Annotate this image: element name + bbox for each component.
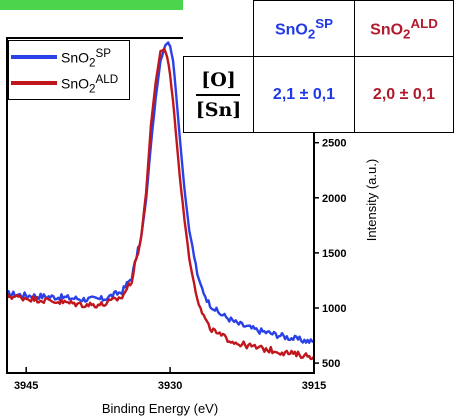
- legend-label-sp-sub: 2: [89, 56, 96, 70]
- y-axis-title: Intensity (a.u.): [364, 159, 379, 241]
- table-header-ald-main: SnO: [370, 21, 404, 39]
- table-header-ald-sup: ALD: [410, 15, 438, 31]
- y-tick-label: 1500: [322, 248, 346, 260]
- y-tick-label: 2500: [322, 138, 346, 150]
- y-tick-label: 2000: [322, 193, 346, 205]
- legend-item-ald: SnO2ALD: [9, 71, 129, 95]
- table-header-ald-sub: 2: [403, 26, 411, 42]
- y-tick-label: 500: [322, 358, 340, 370]
- table-value-ald: 2,0 ± 0,1: [372, 85, 436, 103]
- legend-label-ald-sub: 2: [89, 82, 96, 96]
- table-value-ald-cell: 2,0 ± 0,1: [354, 56, 454, 133]
- table-header-sp-sub: 2: [307, 26, 316, 42]
- oxygen-tin-ratio: [O] [Sn]: [196, 69, 242, 121]
- legend-label-sp-main: SnO: [61, 49, 90, 66]
- series-line-ald: [5, 47, 315, 361]
- legend-label-ald: SnO2ALD: [61, 73, 118, 95]
- plot-frame: [6, 37, 315, 374]
- x-tick-label: 3915: [302, 380, 326, 392]
- series-line-sp: [6, 41, 315, 344]
- ticks-group: 39453930391550010001500200025003000: [14, 83, 347, 392]
- x-axis-title: Binding Energy (eV): [102, 401, 218, 416]
- legend-swatch-sp: [11, 55, 57, 59]
- table-header-sp-label: SnO2SP: [275, 16, 333, 42]
- fraction-bar: [196, 93, 241, 96]
- legend-label-ald-main: SnO: [61, 75, 90, 92]
- table-header-sp-sup: SP: [315, 15, 334, 31]
- ratio-numerator: [O]: [201, 68, 236, 91]
- table-ratio-cell: [O] [Sn]: [183, 56, 254, 133]
- table-value-sp: 2,1 ± 0,1: [272, 85, 336, 103]
- legend-swatch-ald: [11, 81, 57, 85]
- x-tick-label: 3945: [14, 380, 38, 392]
- table-value-sp-cell: 2,1 ± 0,1: [253, 56, 355, 133]
- accent-bar: [0, 0, 250, 10]
- table-header-sp: SnO2SP: [253, 0, 355, 57]
- legend-label-sp: SnO2SP: [61, 47, 111, 69]
- x-tick-label: 3930: [158, 380, 182, 392]
- table-header-sp-main: SnO: [274, 21, 308, 39]
- legend-item-sp: SnO2SP: [9, 45, 129, 69]
- series-group: [5, 41, 315, 361]
- ratio-denominator: [Sn]: [195, 98, 242, 121]
- y-tick-label: 1000: [322, 303, 346, 315]
- legend-label-sp-sup: SP: [95, 47, 112, 60]
- legend: SnO2SP SnO2ALD: [8, 40, 130, 100]
- table-header-ald-label: SnO2ALD: [370, 16, 438, 42]
- legend-label-ald-sup: ALD: [95, 73, 119, 86]
- table-header-ald: SnO2ALD: [354, 0, 454, 57]
- stoichiometry-table: SnO2SP SnO2ALD [O] [Sn] 2,1 ± 0,1 2,0 ± …: [183, 0, 454, 133]
